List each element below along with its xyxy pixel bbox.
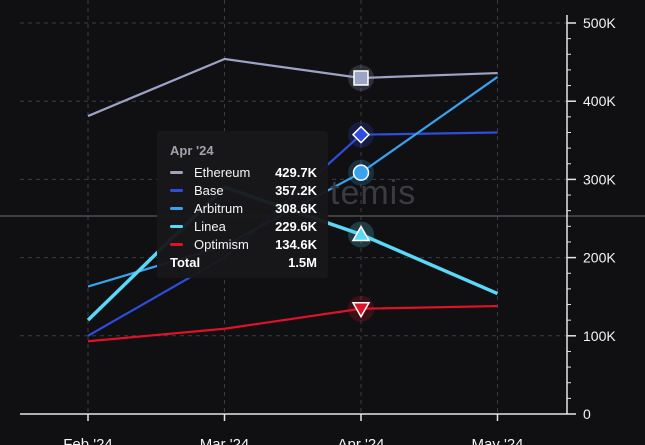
tooltip-row-arbitrum: Arbitrum 308.6K — [170, 199, 317, 217]
y-tick-label: 500K — [583, 15, 616, 31]
square-marker-ethereum — [353, 70, 369, 86]
tooltip-swatch — [170, 242, 183, 246]
tooltip-row-total: Total 1.5M — [170, 253, 317, 271]
y-tick-label: 200K — [583, 250, 616, 266]
tooltip-series-value: 134.6K — [275, 236, 317, 252]
diamond-marker-base — [351, 125, 371, 144]
tooltip-total-value: 1.5M — [288, 254, 317, 270]
circle-marker-arbitrum — [352, 164, 370, 181]
tooltip-series-name: Arbitrum — [194, 200, 244, 216]
tooltip-swatch — [170, 206, 183, 210]
tooltip-row-linea: Linea 229.6K — [170, 217, 317, 235]
x-tick-label: Apr '24 — [337, 436, 384, 445]
tooltip-row-optimism: Optimism 134.6K — [170, 235, 317, 253]
y-tick-label: 0 — [583, 406, 591, 422]
chart-tooltip: Apr '24 Ethereum 429.7K Base 357.2K Arbi… — [157, 131, 328, 278]
tooltip-date: Apr '24 — [170, 143, 214, 158]
tooltip-series-name: Linea — [194, 218, 226, 234]
tooltip-swatch — [170, 170, 183, 174]
y-tick-label: 300K — [583, 171, 616, 187]
series-line-ethereum — [87, 57, 498, 118]
tooltip-swatch — [170, 224, 183, 228]
tooltip-swatch — [170, 188, 183, 192]
x-tick-label: May '24 — [471, 436, 523, 445]
tooltip-series-value: 308.6K — [275, 200, 317, 216]
tooltip-series-name: Ethereum — [194, 164, 251, 180]
triangle-up-marker-linea — [351, 224, 371, 242]
x-tick-label: Feb '24 — [63, 436, 113, 445]
y-tick-label: 100K — [583, 328, 616, 344]
tooltip-series-value: 229.6K — [275, 218, 317, 234]
tooltip-series-name: Optimism — [194, 236, 249, 252]
watermark: temis — [330, 174, 417, 212]
tooltip-series-name: Base — [194, 182, 224, 198]
triangle-down-marker-optimism — [351, 301, 371, 319]
series-line-optimism — [87, 304, 498, 343]
tooltip-series-value: 357.2K — [275, 182, 317, 198]
x-tick-label: Mar '24 — [200, 436, 250, 445]
tooltip-row-ethereum: Ethereum 429.7K — [170, 163, 317, 181]
tooltip-series-value: 429.7K — [275, 164, 317, 180]
tooltip-total-label: Total — [170, 254, 201, 270]
tooltip-row-base: Base 357.2K — [170, 181, 317, 199]
y-tick-label: 400K — [583, 93, 616, 109]
